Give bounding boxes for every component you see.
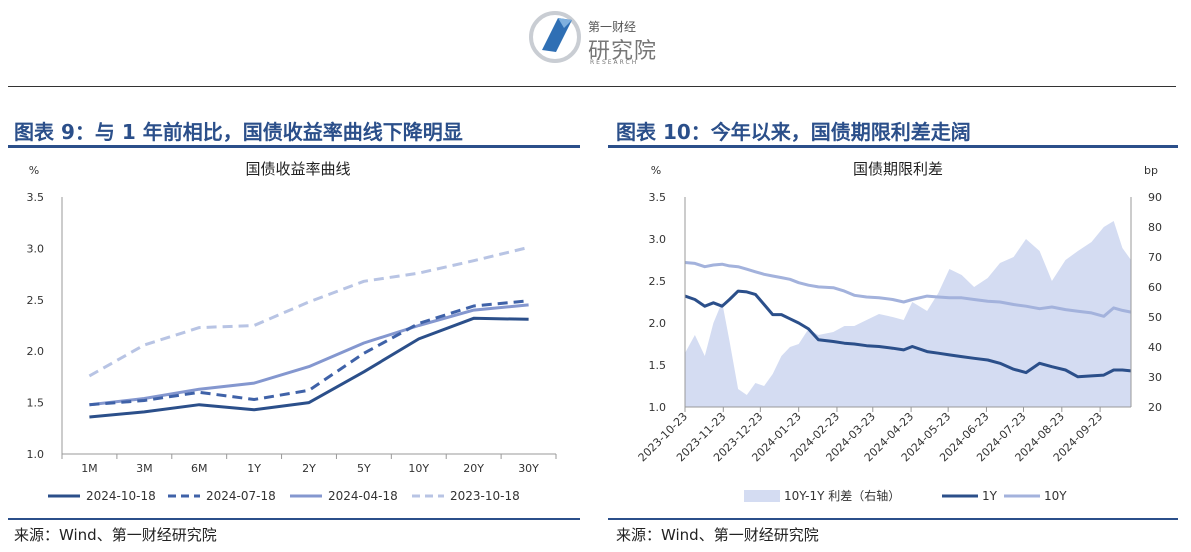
legend-label: 2024-10-18 xyxy=(86,489,156,503)
x-tick-label: 2Y xyxy=(302,462,316,475)
y-tick-label: 2.0 xyxy=(27,345,45,358)
legend-label: 1Y xyxy=(982,489,998,503)
right-source-note: 来源：Wind、第一财经研究院 xyxy=(616,526,819,544)
y-tick-label: 3.5 xyxy=(649,191,667,204)
y-right-tick-label: 90 xyxy=(1148,191,1162,204)
term-spread-chart: 国债期限利差% bp 1.0 1.5 2.0 2.5 3.0 3.5 20 30 40 50 60 70 8… xyxy=(636,160,1162,503)
legend-label: 2023-10-18 xyxy=(450,489,520,503)
y-right-axis-unit: bp xyxy=(1144,164,1158,177)
legend-swatch xyxy=(744,490,780,502)
brand-english-text: RESEARCH xyxy=(590,59,639,66)
legend-label: 10Y xyxy=(1044,489,1067,503)
legend-label: 2024-07-18 xyxy=(206,489,276,503)
y-right-tick-label: 40 xyxy=(1148,341,1162,354)
y-right-tick-label: 80 xyxy=(1148,221,1162,234)
series-line-2024-07-18 xyxy=(89,299,529,407)
left-source-note: 来源：Wind、第一财经研究院 xyxy=(14,526,217,544)
y-right-tick-label: 30 xyxy=(1148,371,1162,384)
series-line-1Y xyxy=(684,289,1132,379)
y-tick-label: 2.5 xyxy=(649,275,667,288)
chart-title: 国债期限利差 xyxy=(853,160,943,178)
y-tick-label: 1.0 xyxy=(649,401,667,414)
left-title-rule xyxy=(8,145,580,148)
chart-title: 国债收益率曲线 xyxy=(245,160,350,178)
x-tick-label: 3M xyxy=(136,462,153,475)
spread-area xyxy=(685,221,1131,407)
y-tick-label: 2.5 xyxy=(27,294,45,307)
y-right-tick-label: 70 xyxy=(1148,251,1162,264)
series-line-10Y xyxy=(684,261,1132,318)
y-right-tick-label: 60 xyxy=(1148,281,1162,294)
series-line-2024-04-18 xyxy=(89,303,529,407)
y-tick-label: 3.0 xyxy=(649,233,667,246)
series-line-2024-10-18 xyxy=(89,316,529,419)
legend-label: 10Y-1Y 利差（右轴） xyxy=(784,488,900,503)
x-tick-label: 6M xyxy=(191,462,208,475)
y-axis-unit: % xyxy=(29,164,39,177)
y-tick-label: 3.5 xyxy=(27,191,45,204)
x-tick-label: 30Y xyxy=(518,462,539,475)
x-tick-label: 5Y xyxy=(357,462,371,475)
header-divider xyxy=(8,86,1176,87)
y-right-tick-label: 50 xyxy=(1148,311,1162,324)
y-tick-label: 1.5 xyxy=(649,359,667,372)
yield-curve-chart: 国债收益率曲线% 1.0 1.5 2.0 2.5 3.0 3.5 1M 3M 6M 1Y 2Y 5Y 10… xyxy=(27,160,557,503)
x-tick-label: 20Y xyxy=(463,462,484,475)
y-right-tick-label: 20 xyxy=(1148,401,1162,414)
legend-label: 2024-04-18 xyxy=(328,489,398,503)
x-tick-label: 1Y xyxy=(247,462,261,475)
left-source-rule xyxy=(8,518,580,520)
left-figure-title: 图表 9：与 1 年前相比，国债收益率曲线下降明显 xyxy=(14,120,463,144)
y-tick-label: 3.0 xyxy=(27,242,45,255)
y-tick-label: 1.0 xyxy=(27,448,45,461)
brand-logo-icon xyxy=(529,11,581,63)
x-tick-label: 10Y xyxy=(408,462,429,475)
y-axis-unit: % xyxy=(651,164,661,177)
x-tick-label: 1M xyxy=(81,462,98,475)
brand-small-text: 第一财经 xyxy=(588,20,637,34)
series-line-2023-10-18 xyxy=(88,245,529,378)
brand-logo: 第一财经 研究院 RESEARCH xyxy=(528,6,668,68)
right-figure-title: 图表 10：今年以来，国债期限利差走阔 xyxy=(616,120,971,144)
y-tick-label: 2.0 xyxy=(649,317,667,330)
right-source-rule xyxy=(608,518,1178,520)
brand-big-text: 研究院 xyxy=(588,39,658,64)
y-tick-label: 1.5 xyxy=(27,397,45,410)
right-title-rule xyxy=(608,145,1178,148)
